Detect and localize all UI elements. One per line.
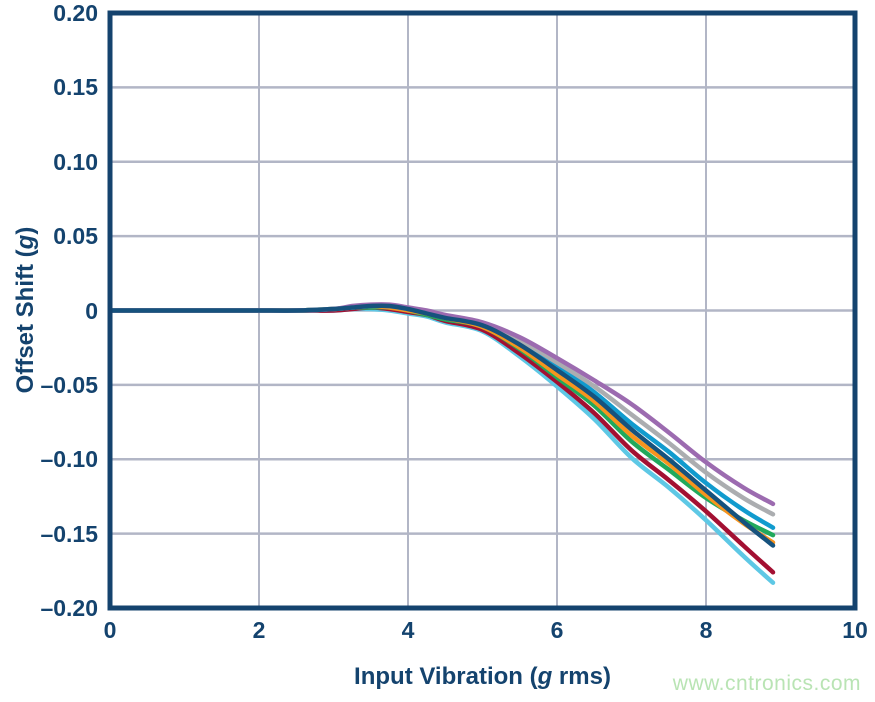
x-axis-title: Input Vibration (g rms): [110, 663, 855, 691]
x-tick-label: 8: [699, 617, 713, 643]
x-tick-label: 10: [842, 617, 868, 643]
watermark-text: www.cntronics.com: [672, 672, 861, 695]
data-curves: [107, 302, 776, 585]
y-axis-title-g: g: [12, 234, 39, 250]
y-tick-label: 0: [85, 297, 98, 324]
y-axis-title-post: ): [12, 226, 39, 235]
y-axis-title-pre: Offset Shift (: [12, 249, 39, 394]
y-tick-label: –0.10: [40, 446, 98, 473]
y-tick-label: –0.15: [40, 520, 98, 547]
x-tick-label: 0: [103, 617, 117, 643]
x-tick-label: 6: [550, 617, 564, 643]
y-tick-label: –0.05: [40, 371, 98, 398]
y-tick-label: 0.15: [53, 74, 98, 101]
y-tick-label: 0.05: [53, 223, 98, 250]
y-tick-label: –0.20: [40, 595, 98, 621]
y-tick-label: 0.10: [53, 148, 98, 175]
x-axis-title-pre: Input Vibration (: [354, 663, 538, 690]
x-axis-title-post: rms): [552, 663, 611, 690]
orange-curve: [107, 303, 776, 545]
green-curve: [107, 305, 776, 538]
x-tick-label: 4: [401, 617, 415, 643]
x-tick-label: 2: [252, 617, 266, 643]
plot-border: [107, 10, 858, 611]
x-axis-title-g: g: [537, 663, 553, 690]
navy-curve: [107, 303, 776, 548]
y-tick-label: 0.20: [53, 0, 98, 26]
y-axis-title: Offset Shift (g): [12, 227, 40, 394]
